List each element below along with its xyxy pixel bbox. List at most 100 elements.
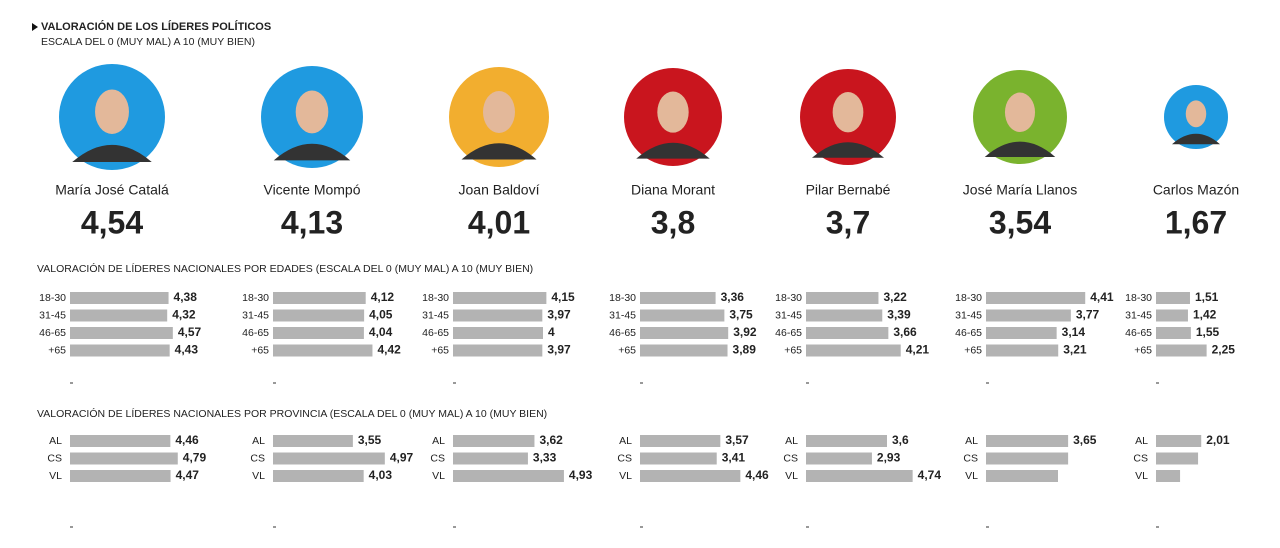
leader-score: 3,8 [651,204,695,240]
leader-score: 4,01 [468,204,530,240]
portrait-face [832,92,864,133]
province-label: AL [432,435,445,447]
portrait-body [72,144,152,163]
value-label: 4,21 [906,343,930,357]
province-label: VL [252,470,265,482]
bar [453,435,535,447]
age-label: 31-45 [422,309,449,321]
value-label: 4,03 [369,468,393,482]
value-label: 4,46 [745,468,769,482]
bar [806,292,879,304]
leader-score: 3,54 [989,204,1051,240]
value-label: 3,21 [1063,343,1087,357]
bar [640,309,725,322]
age-label: 46-65 [1125,327,1152,339]
age-label: 18-30 [242,292,269,304]
province-label: AL [965,435,978,447]
bar [1156,292,1190,304]
bar [986,452,1069,465]
bar [70,327,173,339]
age-section-title: VALORACIÓN DE LÍDERES NACIONALES POR EDA… [37,262,533,275]
bar [1156,327,1191,339]
bar [273,435,353,447]
leader-name: Carlos Mazón [1153,182,1239,198]
value-label: 1,42 [1193,308,1217,322]
bar [70,292,169,304]
bullet [32,23,38,31]
bar [70,452,178,465]
leader-name: María José Catalá [55,182,169,198]
leader-name: Diana Morant [631,182,715,198]
age-label: 31-45 [1125,309,1152,321]
province-label: VL [49,470,62,482]
age-label: 31-45 [39,309,66,321]
portrait-body [461,143,537,160]
value-label: 4,04 [369,325,393,339]
value-label: 3,55 [358,433,382,447]
bar [986,309,1071,322]
value-label: 3,39 [887,308,911,322]
portrait-face [1004,92,1036,133]
title: VALORACIÓN DE LOS LÍDERES POLÍTICOS [41,20,271,33]
age-label: 31-45 [955,309,982,321]
subtitle: ESCALA DEL 0 (MUY MAL) A 10 (MUY BIEN) [41,36,255,48]
value-label: 3,41 [722,451,746,465]
value-label: 3,65 [1073,433,1097,447]
province-label: VL [619,470,632,482]
province-label: VL [1135,470,1148,482]
province-label: AL [252,435,265,447]
bar [1156,435,1202,447]
value-label: 3,97 [547,343,571,357]
value-label: 3,92 [733,325,757,339]
bar [640,327,729,339]
bar [1156,452,1199,465]
value-label: 2,93 [877,451,901,465]
bar [640,344,728,357]
value-label: 2,25 [1212,343,1236,357]
value-label: 4,32 [172,308,196,322]
age-label: +65 [48,344,66,356]
age-label: 18-30 [955,292,982,304]
value-label: 4,74 [918,468,942,482]
bar [806,344,901,357]
bar [273,452,385,465]
leader-name: Pilar Bernabé [806,182,891,198]
portrait-body [1172,133,1220,145]
portrait-face [95,89,129,134]
bar [806,309,883,322]
bar [273,344,373,357]
bar [986,292,1086,304]
bar [1156,344,1207,357]
value-label: 4,43 [175,343,199,357]
province-label: AL [49,435,62,447]
bar [986,470,1058,482]
age-label: +65 [618,344,636,356]
value-label: 4,12 [371,290,395,304]
province-label: CS [617,452,632,464]
value-label: 2,01 [1206,433,1230,447]
leader-score: 4,54 [81,204,143,240]
age-label: 18-30 [1125,292,1152,304]
age-label: 46-65 [39,327,66,339]
portrait-body [812,142,884,158]
bar [806,327,889,339]
value-label: 3,14 [1062,325,1086,339]
value-label: 4,05 [369,308,393,322]
age-label: 18-30 [39,292,66,304]
value-label: 4 [548,325,555,339]
age-label: 18-30 [775,292,802,304]
age-label: +65 [251,344,269,356]
value-label: 4,47 [176,468,200,482]
value-label: 3,75 [729,308,753,322]
bar [986,435,1069,447]
bar [640,452,717,465]
value-label: 4,41 [1090,290,1114,304]
value-label: 4,38 [174,290,198,304]
leader-name: Joan Baldoví [459,182,540,198]
age-label: +65 [964,344,982,356]
value-label: 4,42 [377,343,401,357]
value-label: 3,36 [721,290,745,304]
age-label: +65 [431,344,449,356]
portrait-face [657,91,689,133]
